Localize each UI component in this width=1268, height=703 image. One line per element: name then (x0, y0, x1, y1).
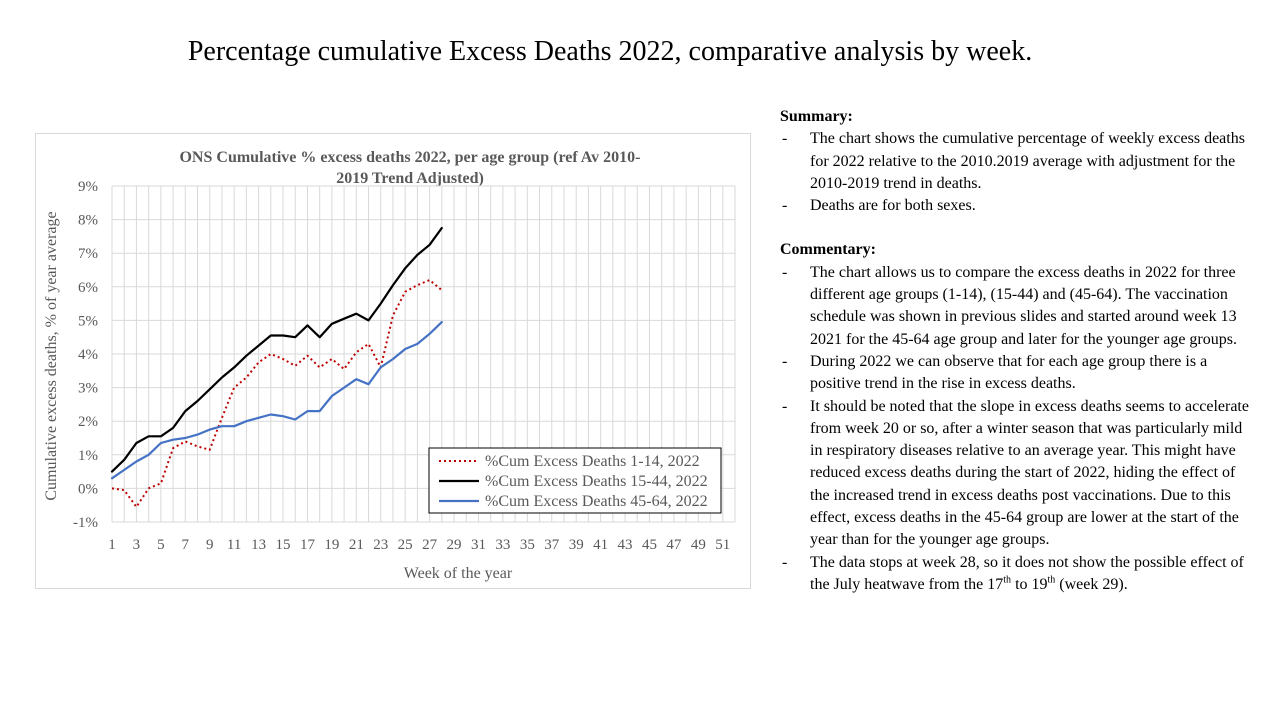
x-axis-label: Week of the year (404, 565, 513, 582)
y-tick-label: 2% (78, 414, 98, 430)
commentary-bullet-heatwave: The data stops at week 28, so it does no… (780, 552, 1250, 597)
x-tick-label: 21 (349, 537, 364, 553)
x-tick-label: 45 (642, 537, 657, 553)
y-axis-label: Cumulative excess deaths, % of year aver… (43, 211, 60, 500)
y-tick-label: 7% (78, 246, 98, 262)
x-axis-ticks: 1 3 5 7 9 11 13 15 17 19 21 23 25 27 29 31 33 35 37 39 41 43 4… (108, 537, 730, 553)
summary-heading: Summary: (780, 108, 853, 125)
page-title: Percentage cumulative Excess Deaths 2022… (187, 36, 1033, 67)
legend: %Cum Excess Deaths 1-14, 2022 %Cum Exces… (428, 447, 722, 514)
x-tick-label: 19 (324, 537, 339, 553)
x-tick-label: 41 (593, 537, 608, 553)
line-chart: ONS Cumulative % excess deaths 2022, per… (43, 149, 736, 582)
y-tick-label: -1% (73, 515, 98, 531)
x-tick-label: 5 (157, 537, 165, 553)
x-tick-label: 15 (276, 537, 291, 553)
series-line-2 (110, 226, 443, 473)
superscript-th: th (1047, 574, 1056, 586)
y-tick-label: 5% (78, 313, 98, 329)
x-tick-label: 39 (569, 537, 584, 553)
heatwave-text-1: The data stops at week 28, so it does no… (810, 553, 1244, 593)
superscript-th: th (1003, 574, 1012, 586)
y-axis-ticks: -1% 0% 1% 2% 3% 4% 5% 6% 7% 8% 9% (73, 179, 98, 531)
y-tick-label: 3% (78, 381, 98, 397)
text-panel: Summary: The chart shows the cumulative … (780, 106, 1250, 596)
legend-label-45-64: %Cum Excess Deaths 45-64, 2022 (485, 493, 708, 510)
series-line-3 (110, 321, 443, 480)
x-tick-label: 1 (108, 537, 116, 553)
data-series (110, 226, 443, 508)
legend-label-15-44: %Cum Excess Deaths 15-44, 2022 (485, 473, 708, 490)
commentary-bullet: The chart allows us to compare the exces… (780, 262, 1250, 351)
x-tick-label: 23 (373, 537, 388, 553)
chart-area: ONS Cumulative % excess deaths 2022, per… (35, 133, 751, 589)
summary-list: The chart shows the cumulative percentag… (780, 128, 1250, 217)
x-tick-label: 29 (447, 537, 462, 553)
commentary-bullet: It should be noted that the slope in exc… (780, 396, 1250, 552)
x-tick-label: 43 (618, 537, 633, 553)
x-tick-label: 47 (666, 537, 682, 553)
summary-bullet: Deaths are for both sexes. (780, 195, 1250, 218)
x-tick-label: 11 (227, 537, 241, 553)
x-tick-label: 25 (398, 537, 413, 553)
x-tick-label: 13 (251, 537, 266, 553)
x-tick-label: 7 (182, 537, 190, 553)
x-tick-label: 27 (422, 537, 438, 553)
x-tick-label: 35 (520, 537, 535, 553)
series-line-1 (111, 279, 443, 508)
x-tick-label: 17 (300, 537, 316, 553)
summary-bullet: The chart shows the cumulative percentag… (780, 128, 1250, 195)
chart-title-line-1: ONS Cumulative % excess deaths 2022, per… (179, 149, 640, 166)
y-tick-label: 1% (78, 448, 98, 464)
x-tick-label: 49 (691, 537, 706, 553)
heatwave-text-3: (week 29). (1055, 575, 1128, 593)
x-tick-label: 33 (495, 537, 510, 553)
commentary-heading: Commentary: (780, 241, 876, 259)
y-tick-label: 8% (78, 213, 98, 229)
commentary-bullet: During 2022 we can observe that for each… (780, 351, 1250, 396)
x-tick-label: 31 (471, 537, 486, 553)
commentary-list: The chart allows us to compare the exces… (780, 262, 1250, 596)
chart-title-line-2: 2019 Trend Adjusted) (336, 170, 484, 187)
y-tick-label: 0% (78, 481, 98, 497)
x-tick-label: 3 (133, 537, 141, 553)
x-tick-label: 37 (544, 537, 560, 553)
y-tick-label: 9% (78, 179, 98, 195)
legend-label-1-14: %Cum Excess Deaths 1-14, 2022 (485, 453, 700, 470)
y-tick-label: 4% (78, 347, 98, 363)
x-tick-label: 9 (206, 537, 214, 553)
heatwave-text-2: to 19 (1011, 575, 1048, 593)
y-tick-label: 6% (78, 280, 98, 296)
x-tick-label: 51 (715, 537, 730, 553)
